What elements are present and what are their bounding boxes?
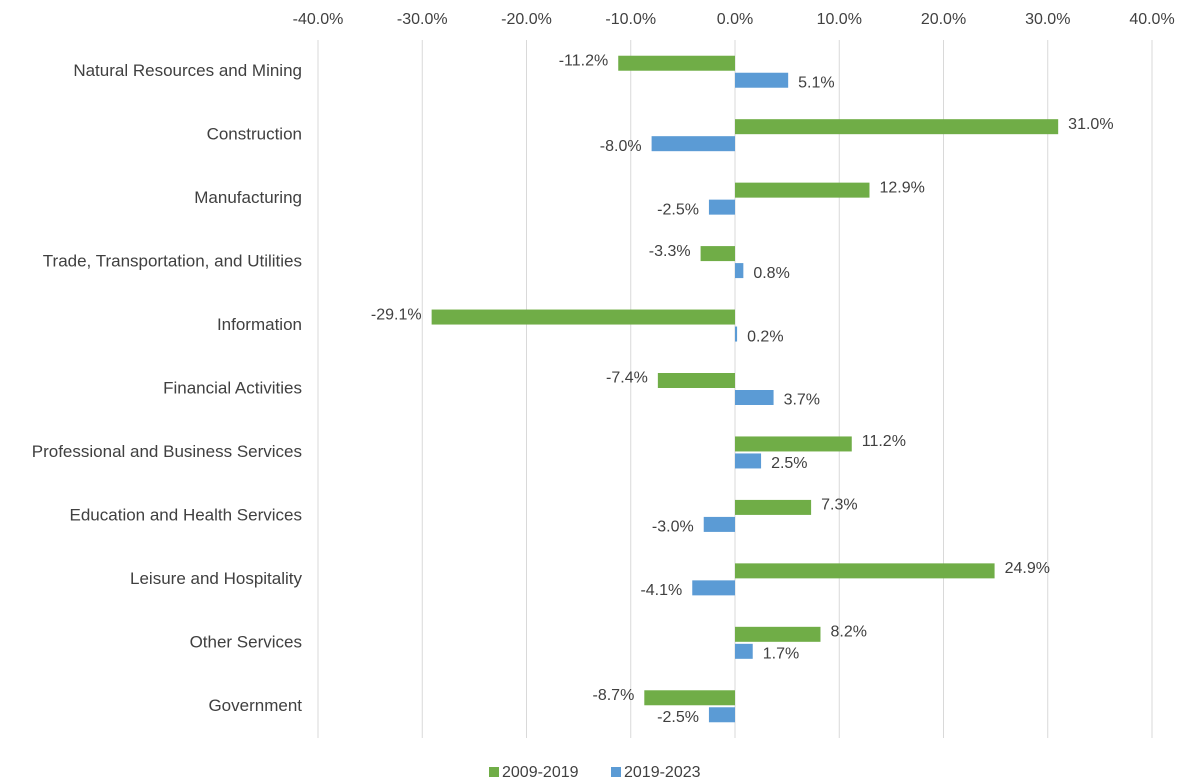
data-label: 2.5% bbox=[771, 455, 807, 472]
data-label: -11.2% bbox=[559, 52, 609, 69]
bar bbox=[703, 516, 735, 532]
bar bbox=[735, 643, 753, 659]
category-label: Manufacturing bbox=[194, 188, 302, 207]
category-label: Leisure and Hospitality bbox=[130, 569, 302, 588]
bar bbox=[735, 119, 1059, 135]
data-label: 11.2% bbox=[862, 433, 906, 450]
data-label: -4.1% bbox=[640, 582, 682, 599]
data-label: -8.0% bbox=[600, 138, 642, 155]
bar bbox=[735, 499, 812, 515]
data-label: 1.7% bbox=[763, 646, 799, 663]
category-label: Government bbox=[208, 696, 302, 715]
data-label: 7.3% bbox=[821, 497, 857, 514]
bar bbox=[644, 690, 735, 706]
data-label: -3.3% bbox=[649, 243, 691, 260]
data-label: -7.4% bbox=[606, 370, 648, 387]
category-label: Education and Health Services bbox=[70, 505, 302, 524]
legend-label: 2009-2019 bbox=[502, 764, 579, 781]
bar bbox=[651, 136, 735, 152]
bar bbox=[700, 246, 735, 262]
bar bbox=[735, 563, 995, 579]
data-label: 24.9% bbox=[1005, 560, 1050, 577]
data-label: 12.9% bbox=[879, 179, 924, 196]
bar bbox=[708, 199, 735, 215]
data-label: -8.7% bbox=[593, 687, 635, 704]
bar bbox=[735, 626, 821, 642]
legend-swatch bbox=[611, 767, 621, 777]
data-label: 3.7% bbox=[784, 392, 820, 409]
data-label: 31.0% bbox=[1068, 116, 1113, 133]
x-tick-label: -40.0% bbox=[293, 11, 344, 28]
data-label: 8.2% bbox=[830, 624, 866, 641]
category-label: Construction bbox=[207, 125, 302, 144]
bar bbox=[692, 580, 735, 596]
x-tick-label: 30.0% bbox=[1025, 11, 1070, 28]
x-tick-label: -20.0% bbox=[501, 11, 552, 28]
data-label: -2.5% bbox=[657, 201, 699, 218]
data-label: 0.8% bbox=[753, 265, 789, 282]
bar bbox=[735, 182, 870, 198]
bar bbox=[735, 436, 852, 452]
bar bbox=[431, 309, 735, 325]
bar bbox=[735, 453, 762, 469]
legend-swatch bbox=[489, 767, 499, 777]
x-tick-label: 20.0% bbox=[921, 11, 966, 28]
bar bbox=[735, 263, 744, 279]
category-label: Financial Activities bbox=[163, 378, 302, 397]
category-label: Professional and Business Services bbox=[32, 442, 302, 461]
data-label: 5.1% bbox=[798, 74, 834, 91]
x-tick-label: 40.0% bbox=[1129, 11, 1174, 28]
bar bbox=[735, 72, 789, 88]
bar bbox=[735, 390, 774, 405]
data-label: -29.1% bbox=[371, 306, 422, 323]
data-label: 0.2% bbox=[747, 328, 783, 345]
x-tick-label: 0.0% bbox=[717, 11, 753, 28]
bar bbox=[708, 707, 735, 723]
category-label: Information bbox=[217, 315, 302, 334]
bar bbox=[735, 326, 738, 342]
category-label: Natural Resources and Mining bbox=[73, 61, 302, 80]
category-label: Trade, Transportation, and Utilities bbox=[43, 252, 302, 271]
x-tick-label: 10.0% bbox=[817, 11, 862, 28]
bar bbox=[657, 373, 735, 388]
data-label: -2.5% bbox=[657, 709, 699, 726]
category-label: Other Services bbox=[190, 632, 302, 651]
data-label: -3.0% bbox=[652, 519, 694, 536]
x-tick-label: -10.0% bbox=[605, 11, 656, 28]
x-tick-label: -30.0% bbox=[397, 11, 448, 28]
bar bbox=[618, 55, 735, 71]
legend-label: 2019-2023 bbox=[624, 764, 701, 781]
